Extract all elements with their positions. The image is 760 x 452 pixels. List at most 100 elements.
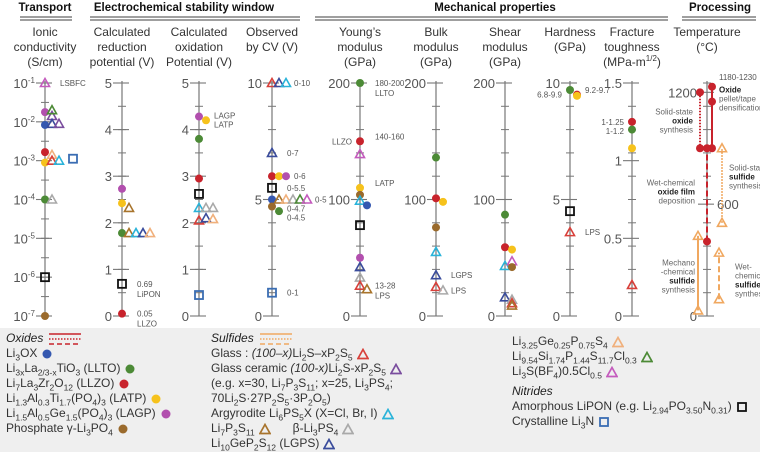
lagp-circle-marker [282, 172, 290, 181]
tick-label: 3 [182, 169, 189, 184]
formula-part: (100-x) [290, 361, 329, 375]
formula-part: 1.5 [15, 412, 28, 423]
axis-title-line: (GPa) [489, 55, 521, 69]
point-annotation: LPS [375, 292, 390, 301]
range-label: densification [719, 103, 760, 112]
llto-circle-marker [566, 85, 574, 94]
legend-item: Li3.25Ge0.25P0.75S4 [512, 334, 748, 350]
point-annotation: 0-4.5 [287, 214, 306, 223]
text-part: 0 [553, 309, 560, 324]
formula-part: 0.31 [711, 405, 728, 416]
legend-item-label: Li3S(BF4)0.5Cl0.5 [512, 364, 602, 381]
legend-item: Li3xLa2/3-xTiO3 (LLTO) [6, 361, 172, 377]
llzo-circle-marker [41, 148, 49, 157]
text-part: toughness [604, 40, 659, 54]
legend-sulfides-title: Sulfides [211, 331, 501, 346]
tick-label: 10 [248, 76, 262, 91]
argyrodite-legend-marker-icon [381, 407, 394, 420]
range-label: oxide [672, 117, 693, 126]
sulfide-range-endpoint [716, 216, 728, 228]
li3n-square-marker [68, 153, 78, 164]
text-part: Hardness [544, 25, 595, 39]
axis-title-line: (°C) [696, 40, 717, 54]
formula-part: ; 70Li [211, 376, 393, 405]
formula-part: P [570, 334, 579, 348]
oxide-range-endpoint [708, 82, 716, 91]
glass-triangle-marker [430, 280, 442, 292]
beta-triangle-marker [46, 193, 58, 204]
formula-part: 12 [63, 382, 74, 393]
li3n-square-marker [267, 287, 277, 298]
point-annotation: LATP [214, 121, 233, 130]
sulfide-range-endpoint [716, 142, 728, 153]
llto-circle-marker [41, 195, 49, 204]
tick-label: 0 [419, 309, 426, 324]
text-part: Fracture [610, 25, 655, 39]
legend-item: Glass ceramic (100-x)Li2S-xP2S5 [211, 361, 501, 377]
text-part: modulus [337, 40, 382, 54]
lgps-triangle-marker [266, 146, 278, 158]
lagp-circle-marker [118, 184, 126, 193]
formula-part: S [589, 349, 598, 363]
ligeps-triangle-marker [280, 193, 292, 204]
tick-label: 10-2 [13, 115, 35, 130]
text-part: 0 [255, 309, 262, 324]
tick-label: 10 [546, 76, 560, 91]
lagp-circle-marker [356, 253, 364, 262]
axis-title-line: Calculated [171, 25, 228, 39]
llto-circle-marker [501, 210, 509, 219]
legend-item: Li7La3Zr2O12 (LLZO) [6, 376, 172, 393]
formula-part: Li [6, 361, 16, 375]
formula-part: 4 [92, 397, 98, 408]
legend-item-label: Crystalline Li3N [512, 414, 594, 430]
tick-label: 1 [182, 262, 189, 277]
axis-title-line: reduction [97, 40, 146, 54]
legend-oxides-title: Oxides [6, 331, 172, 346]
formula-part: 2 [49, 382, 55, 393]
ligeps-triangle-marker [46, 148, 58, 160]
text-part: 200 [473, 76, 495, 91]
lagp-legend-marker-icon [161, 409, 171, 419]
legend-other-sulfides: Li3.25Ge0.25P0.75S4 Li9.54Si1.74P1.44S11.… [512, 334, 748, 430]
legend-item-label: Li3OX [6, 346, 37, 362]
llto-circle-marker [275, 207, 283, 216]
legend-item: Li1.5Al0.5Ge1.5(PO4)3 (LAGP) [6, 406, 172, 423]
tick-label: 2 [105, 216, 112, 231]
formula-part: 2 [271, 397, 277, 408]
formula-part: P [285, 376, 294, 390]
llzo-circle-marker [356, 137, 364, 146]
text-part: 0 [182, 309, 189, 324]
text-part: 5 [182, 76, 189, 91]
formula-part: Al [27, 406, 38, 420]
latp-circle-marker [508, 245, 516, 254]
text-part: 10 [13, 193, 27, 208]
lgps-legend-marker-icon [323, 437, 336, 450]
li7p3s11-triangle-marker [273, 193, 285, 204]
formula-part: La [24, 361, 38, 375]
axis-title-line: conductivity [14, 40, 77, 54]
formula-part: (PO [71, 391, 93, 405]
tick-label: 10-7 [13, 309, 35, 324]
text-part: 1.5 [604, 76, 622, 91]
formula-part: 2.94 [652, 405, 669, 416]
text-part: 10 [13, 154, 27, 169]
ligeps-legend-marker-icon [611, 335, 624, 348]
formula-part: 0.5 [37, 412, 50, 423]
group-title: Mechanical properties [434, 2, 555, 14]
formula-part: 11 [306, 382, 316, 393]
argyrodite-triangle-marker [130, 226, 142, 238]
glass-triangle-marker [626, 278, 638, 290]
formula-part: 0.5 [590, 370, 602, 381]
formula-part: (LATP) [105, 391, 147, 405]
point-annotation: LGPS [451, 271, 472, 280]
legend-item: Li3OX [6, 346, 172, 362]
text-part: (GPa) [420, 55, 452, 69]
tick-label: 5 [255, 193, 262, 208]
formula-part: Li [292, 346, 302, 360]
temperature-annotation: 1180-1230 [719, 73, 757, 82]
point-annotation: 0-5 [315, 196, 327, 205]
li7p3s11-triangle-marker [506, 299, 518, 310]
text-part: Observed [246, 25, 298, 39]
